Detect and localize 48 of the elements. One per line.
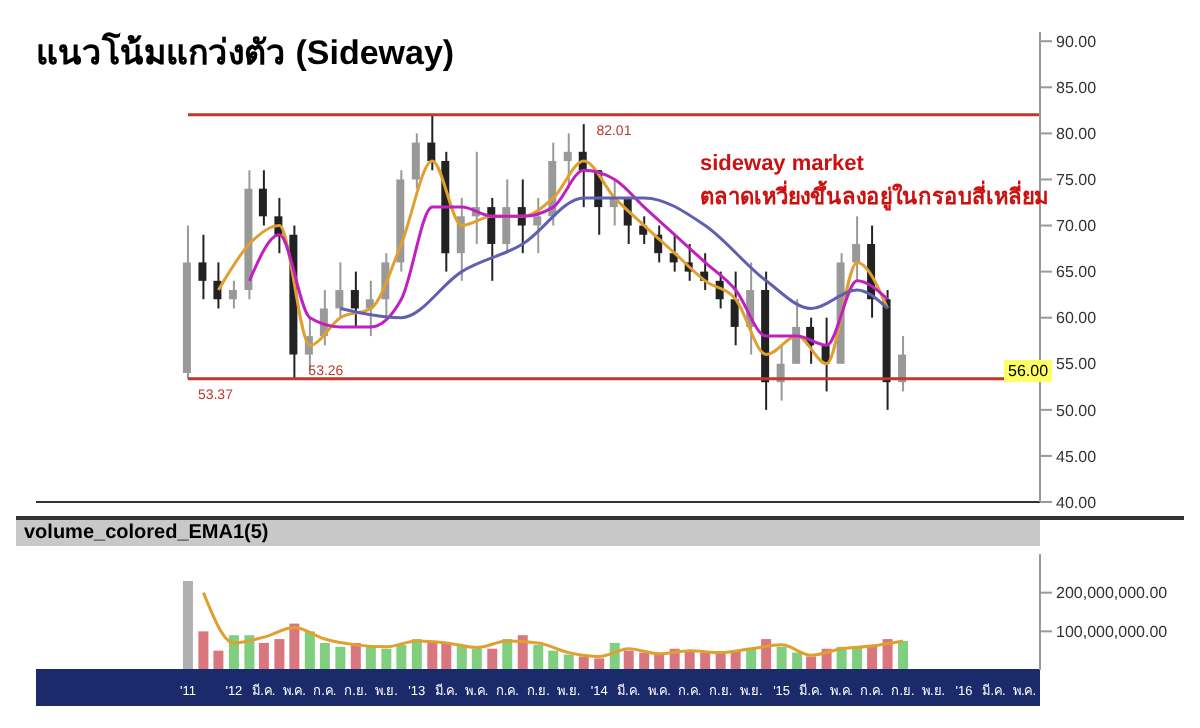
- y-tick-label: 55.00: [1056, 355, 1098, 374]
- y-tick-label: 45.00: [1056, 447, 1098, 466]
- bar: [427, 641, 438, 670]
- bar: [639, 652, 650, 670]
- bar: [274, 639, 285, 670]
- y-tick-label: 50.00: [1056, 401, 1098, 420]
- bar: [533, 644, 544, 670]
- bar: [487, 648, 498, 670]
- y-tick-label: 200,000,000.00: [1056, 584, 1169, 603]
- bar: [776, 646, 787, 670]
- y-tick-label: 85.00: [1056, 78, 1098, 97]
- bar: [792, 652, 803, 670]
- chart-title: แนวโน้มแกว่งตัว (Sideway): [36, 30, 455, 76]
- bar: [594, 658, 605, 670]
- y-tick-label: 40.00: [1056, 493, 1098, 512]
- y-tick-label: 70.00: [1056, 217, 1098, 236]
- bar: [578, 656, 589, 670]
- annotation: sideway market: [700, 150, 866, 180]
- bar: [319, 642, 330, 670]
- bar: [182, 581, 193, 670]
- bar: [806, 656, 817, 670]
- bar: [258, 642, 269, 670]
- annotation: 56.00: [1004, 360, 1053, 382]
- bar: [563, 654, 574, 670]
- bar: [700, 652, 711, 670]
- line-series: [201, 591, 905, 658]
- bar: [471, 648, 482, 670]
- bar: [213, 650, 224, 670]
- annotation: ตลาดเหวี่ยงขึ้นลงอยู่ในกรอบสี่เหลี่ยม: [700, 182, 1048, 215]
- bar: [289, 623, 300, 670]
- bar: [396, 644, 407, 670]
- y-tick-label: 80.00: [1056, 125, 1098, 144]
- bar: [365, 646, 376, 670]
- y-tick-label: 90.00: [1056, 32, 1098, 51]
- chart-title: volume_colored_EMA1(5): [16, 520, 1040, 546]
- bar: [654, 654, 665, 670]
- y-tick-label: 60.00: [1056, 309, 1098, 328]
- y-tick-label: 75.00: [1056, 171, 1098, 190]
- bar: [623, 650, 634, 670]
- bar: [898, 641, 909, 670]
- bar: [198, 631, 209, 670]
- bar: [304, 631, 315, 670]
- bar: [441, 642, 452, 670]
- bar: [335, 646, 346, 670]
- bar: [548, 650, 559, 670]
- bar: [381, 648, 392, 670]
- y-tick-label: 100,000,000.00: [1056, 623, 1169, 642]
- y-tick-label: 65.00: [1056, 263, 1098, 282]
